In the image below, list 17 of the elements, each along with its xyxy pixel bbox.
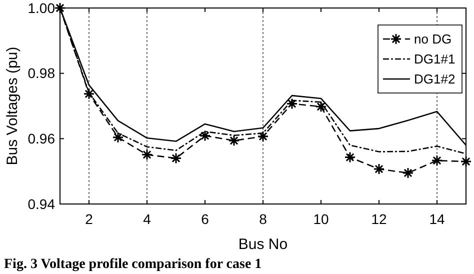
x-tick-label: 6	[201, 211, 210, 227]
legend-label: DG1#1	[414, 52, 456, 67]
x-tick-label: 12	[371, 211, 387, 227]
x-tick-label: 4	[143, 211, 152, 227]
y-tick-label: 0.98	[28, 65, 56, 82]
x-tick-label: 10	[313, 211, 329, 227]
y-axis-title: Bus Voltages (pu)	[4, 46, 21, 166]
y-tick-label: 1.00	[28, 0, 56, 16]
legend-label: no DG	[414, 32, 452, 47]
x-tick-label: 8	[259, 211, 268, 227]
legend-label: DG1#2	[414, 72, 456, 87]
x-tick-label: 2	[85, 211, 94, 227]
caption: Fig. 3 Voltage profile comparison for case 1	[4, 257, 262, 272]
x-tick-label: 14	[429, 211, 445, 227]
y-tick-label: 0.94	[28, 196, 56, 212]
y-tick-label: 0.96	[28, 130, 56, 147]
x-axis-title: Bus No	[238, 236, 288, 253]
